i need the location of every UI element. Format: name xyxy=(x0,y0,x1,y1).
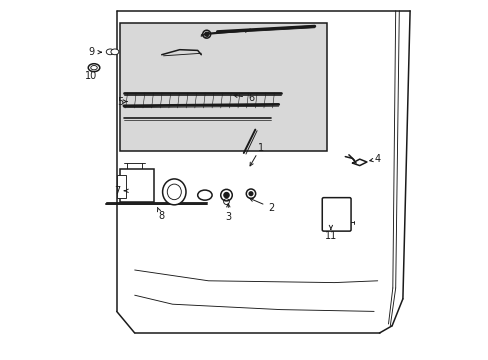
Bar xyxy=(120,169,154,202)
Bar xyxy=(117,175,125,198)
Text: 10: 10 xyxy=(85,71,98,81)
Circle shape xyxy=(92,66,95,69)
Circle shape xyxy=(224,193,228,198)
Ellipse shape xyxy=(197,190,212,200)
Text: 9: 9 xyxy=(88,47,94,57)
Text: 3: 3 xyxy=(225,212,231,222)
Ellipse shape xyxy=(106,49,114,55)
Ellipse shape xyxy=(167,184,181,200)
Text: 11: 11 xyxy=(324,231,336,241)
Text: 8: 8 xyxy=(158,211,163,221)
Text: 4: 4 xyxy=(374,154,380,164)
Text: 6: 6 xyxy=(248,93,254,103)
FancyBboxPatch shape xyxy=(322,198,350,231)
Ellipse shape xyxy=(91,66,97,70)
Text: 5: 5 xyxy=(117,96,123,107)
Bar xyxy=(120,23,326,151)
Ellipse shape xyxy=(163,179,185,205)
Ellipse shape xyxy=(88,64,100,72)
Circle shape xyxy=(204,32,208,36)
Circle shape xyxy=(249,192,252,195)
Text: 2: 2 xyxy=(268,203,274,213)
Text: 1: 1 xyxy=(257,143,263,153)
Circle shape xyxy=(113,50,117,54)
Ellipse shape xyxy=(111,49,119,55)
Text: 7: 7 xyxy=(114,186,121,196)
